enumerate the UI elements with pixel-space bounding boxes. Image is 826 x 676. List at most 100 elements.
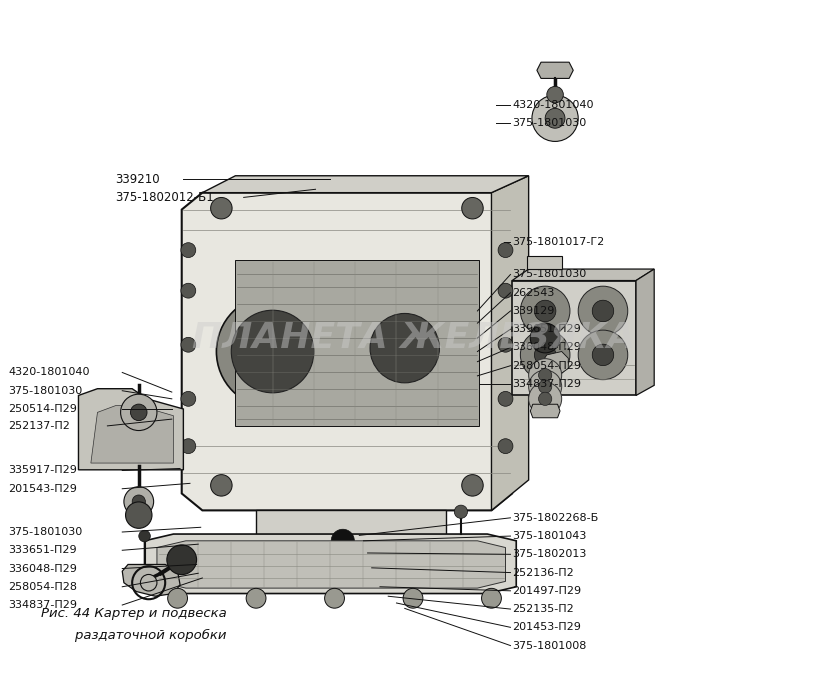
Text: 339651-П29: 339651-П29 [512,324,581,334]
Text: Рис. 44 Картер и подвеска: Рис. 44 Картер и подвеска [41,607,227,620]
Circle shape [370,314,439,383]
Text: 336048-П29: 336048-П29 [8,564,77,573]
Polygon shape [91,406,173,463]
Circle shape [167,545,197,575]
Text: 334837-П29: 334837-П29 [512,379,582,389]
Circle shape [592,344,614,366]
Text: 375-1801030: 375-1801030 [8,527,83,537]
Text: 4320-1801040: 4320-1801040 [512,100,594,110]
Polygon shape [145,534,516,594]
Text: 4320-1801040: 4320-1801040 [8,368,90,377]
Text: 335917-П29: 335917-П29 [8,466,77,475]
Circle shape [181,243,196,258]
Text: 262543: 262543 [512,288,554,297]
Circle shape [181,439,196,454]
Circle shape [592,300,614,322]
Text: 201543-П29: 201543-П29 [8,484,77,493]
Circle shape [139,530,150,542]
Circle shape [357,300,453,396]
Circle shape [530,323,560,353]
Circle shape [331,529,354,552]
Circle shape [520,330,570,380]
Polygon shape [512,281,636,395]
Circle shape [532,95,578,141]
Circle shape [140,575,157,591]
Circle shape [454,505,468,518]
Circle shape [121,394,157,431]
Text: ПЛАНЕТА ЖЕЛЕЗЯКА: ПЛАНЕТА ЖЕЛЕЗЯКА [192,321,634,355]
Text: 339129: 339129 [512,306,554,316]
Text: 375-1801043: 375-1801043 [512,531,586,541]
Text: 375-1802013: 375-1802013 [512,550,586,559]
Circle shape [578,330,628,380]
Text: 375-1801030: 375-1801030 [512,118,586,128]
Polygon shape [541,352,568,373]
Text: 375-1802012-Б1: 375-1802012-Б1 [116,191,215,204]
Circle shape [498,243,513,258]
Circle shape [539,380,552,393]
Circle shape [462,197,483,219]
Circle shape [547,87,563,103]
Circle shape [534,300,556,322]
Circle shape [498,391,513,406]
Circle shape [168,588,188,608]
Circle shape [211,197,232,219]
Polygon shape [530,404,560,418]
Circle shape [498,439,513,454]
Polygon shape [122,564,180,596]
Circle shape [534,344,556,366]
Text: 375-1801017-Г2: 375-1801017-Г2 [512,237,605,247]
Polygon shape [636,269,654,395]
Text: 375-1802268-Б: 375-1802268-Б [512,513,598,523]
Text: 252137-П2: 252137-П2 [8,421,70,431]
Text: 258054-П29: 258054-П29 [512,361,582,370]
Polygon shape [78,389,183,470]
Circle shape [545,108,565,128]
Circle shape [462,475,483,496]
Text: 334837-П29: 334837-П29 [8,600,78,610]
Polygon shape [256,510,446,541]
Circle shape [131,404,147,420]
Circle shape [181,337,196,352]
Circle shape [520,286,570,336]
Polygon shape [202,176,529,193]
Polygon shape [527,256,562,269]
Text: 333651-П29: 333651-П29 [8,546,77,555]
Text: раздаточной коробки: раздаточной коробки [41,629,227,642]
Circle shape [216,295,329,408]
Polygon shape [235,260,479,426]
Polygon shape [537,62,573,78]
Text: 375-1801008: 375-1801008 [512,641,586,650]
Circle shape [335,539,351,556]
Circle shape [181,391,196,406]
Text: 201453-П29: 201453-П29 [512,623,581,632]
Circle shape [181,283,196,298]
Polygon shape [491,176,529,510]
Polygon shape [182,193,512,510]
Text: 201497-П29: 201497-П29 [512,586,582,596]
Text: 375-1801030: 375-1801030 [512,270,586,279]
Text: 339210: 339210 [116,172,160,186]
Circle shape [529,370,562,403]
Circle shape [325,588,344,608]
Text: 252135-П2: 252135-П2 [512,604,574,614]
Polygon shape [157,541,506,588]
Circle shape [529,359,562,391]
Circle shape [126,502,152,529]
Circle shape [246,588,266,608]
Circle shape [578,286,628,336]
Circle shape [211,475,232,496]
Text: 250514-П29: 250514-П29 [8,404,77,414]
Text: 258054-П28: 258054-П28 [8,582,78,592]
Polygon shape [512,269,654,281]
Circle shape [539,368,552,382]
Text: 252136-П2: 252136-П2 [512,568,574,577]
Circle shape [124,487,154,516]
Circle shape [498,283,513,298]
Text: 375-1801030: 375-1801030 [8,386,83,395]
Circle shape [498,337,513,352]
Circle shape [529,383,562,415]
Text: 336048-П29: 336048-П29 [512,343,581,352]
Circle shape [132,495,145,508]
Circle shape [231,310,314,393]
